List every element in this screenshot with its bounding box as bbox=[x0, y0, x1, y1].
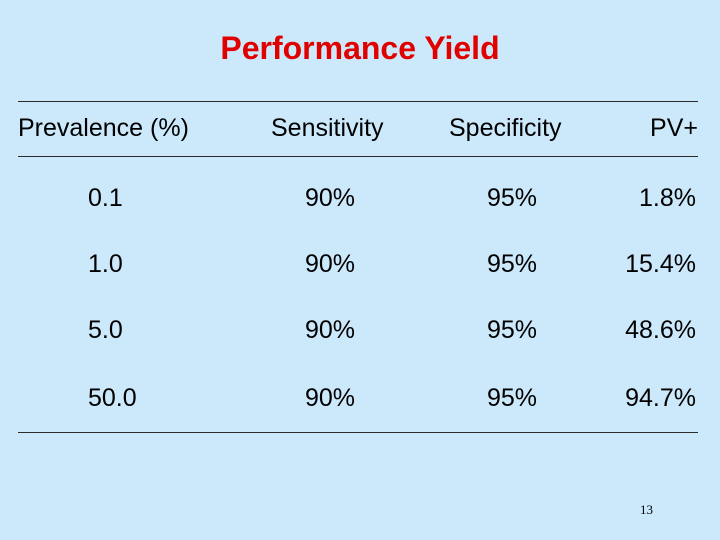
table-top-rule bbox=[18, 101, 698, 102]
header-pv-plus: PV+ bbox=[650, 114, 698, 142]
cell-specificity: 95% bbox=[487, 316, 538, 344]
cell-pv-plus: 94.7% bbox=[625, 384, 696, 412]
cell-pv-plus: 1.8% bbox=[639, 184, 696, 212]
cell-specificity: 95% bbox=[487, 384, 538, 412]
cell-sensitivity: 90% bbox=[305, 250, 356, 278]
cell-prevalence: 50.0 bbox=[88, 384, 137, 412]
cell-prevalence: 0.1 bbox=[88, 184, 123, 212]
cell-sensitivity: 90% bbox=[305, 316, 356, 344]
table-bottom-rule bbox=[18, 432, 698, 433]
header-specificity: Specificity bbox=[449, 114, 562, 142]
header-sensitivity: Sensitivity bbox=[271, 114, 384, 142]
cell-pv-plus: 48.6% bbox=[625, 316, 696, 344]
cell-pv-plus: 15.4% bbox=[625, 250, 696, 278]
header-prevalence: Prevalence (%) bbox=[18, 114, 189, 142]
cell-sensitivity: 90% bbox=[305, 384, 356, 412]
page-number: 13 bbox=[640, 502, 653, 517]
cell-prevalence: 1.0 bbox=[88, 250, 123, 278]
cell-sensitivity: 90% bbox=[305, 184, 356, 212]
slide-title: Performance Yield bbox=[220, 30, 500, 66]
header-bottom-rule bbox=[18, 156, 698, 157]
cell-specificity: 95% bbox=[487, 184, 538, 212]
cell-specificity: 95% bbox=[487, 250, 538, 278]
cell-prevalence: 5.0 bbox=[88, 316, 123, 344]
